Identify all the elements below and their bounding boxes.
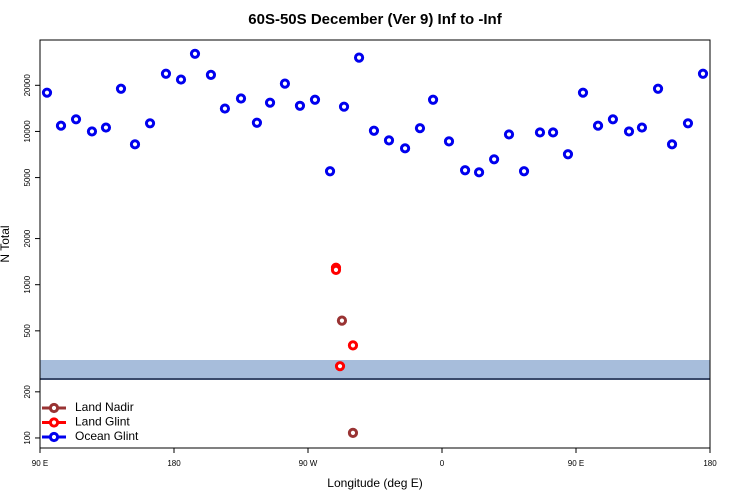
point — [459, 165, 471, 176]
point — [368, 125, 380, 136]
legend-marker — [48, 417, 60, 428]
y-tick-label: 10000 — [23, 120, 32, 143]
point — [309, 94, 321, 105]
y-tick-label: 5000 — [23, 168, 32, 186]
y-tick-label: 500 — [23, 324, 32, 338]
y-axis-label: N Total — [0, 225, 12, 262]
point — [144, 118, 156, 129]
x-tick-label: 180 — [167, 459, 181, 468]
point — [324, 166, 336, 177]
point — [547, 127, 559, 138]
x-tick-label: 90 W — [299, 459, 318, 468]
point — [623, 126, 635, 137]
point — [55, 120, 67, 131]
point — [251, 117, 263, 128]
point — [279, 78, 291, 89]
point — [175, 74, 187, 85]
point — [100, 122, 112, 133]
point — [427, 94, 439, 105]
point — [235, 93, 247, 104]
point — [338, 101, 350, 112]
point — [503, 129, 515, 140]
point — [577, 87, 589, 98]
legend-label: Ocean Glint — [75, 429, 139, 443]
y-tick-label: 20000 — [23, 74, 32, 97]
y-tick-label: 200 — [23, 385, 32, 399]
point — [347, 427, 359, 438]
legend-label: Land Glint — [75, 415, 130, 429]
point — [264, 97, 276, 108]
point — [115, 83, 127, 94]
legend-label: Land Nadir — [75, 400, 134, 414]
y-tick-label: 1000 — [23, 275, 32, 293]
point — [414, 123, 426, 134]
plot-frame — [39, 39, 711, 449]
point — [489, 154, 500, 165]
legend-marker — [48, 431, 60, 443]
point — [607, 114, 619, 125]
point — [353, 52, 365, 63]
point — [336, 315, 348, 326]
point — [666, 139, 678, 150]
point — [383, 135, 395, 146]
point — [636, 122, 648, 133]
legend-marker — [48, 402, 60, 414]
point — [205, 69, 217, 80]
x-axis-label: Longitude (deg E) — [327, 476, 422, 490]
x-tick-label: 0 — [440, 459, 445, 468]
point — [697, 68, 709, 79]
point — [592, 120, 604, 131]
point — [160, 68, 172, 79]
shaded-band — [40, 360, 710, 379]
point — [518, 166, 530, 177]
point — [70, 114, 82, 125]
point — [330, 264, 342, 275]
y-tick-label: 2000 — [23, 229, 32, 247]
x-tick-label: 180 — [703, 459, 717, 468]
point — [652, 83, 664, 94]
point — [41, 87, 53, 98]
point — [534, 127, 546, 138]
point — [562, 149, 574, 160]
chart-title: 60S-50S December (Ver 9) Inf to -Inf — [248, 11, 502, 28]
point — [682, 118, 694, 129]
point — [399, 143, 411, 154]
point — [347, 340, 359, 351]
point — [86, 126, 98, 137]
point — [334, 361, 346, 372]
point — [294, 100, 306, 111]
point — [473, 167, 485, 178]
point — [129, 139, 141, 150]
x-tick-label: 90 E — [32, 459, 48, 468]
y-tick-label: 100 — [23, 431, 32, 445]
x-tick-label: 90 E — [568, 459, 584, 468]
point — [219, 103, 231, 114]
point — [189, 48, 201, 59]
point — [443, 136, 455, 147]
